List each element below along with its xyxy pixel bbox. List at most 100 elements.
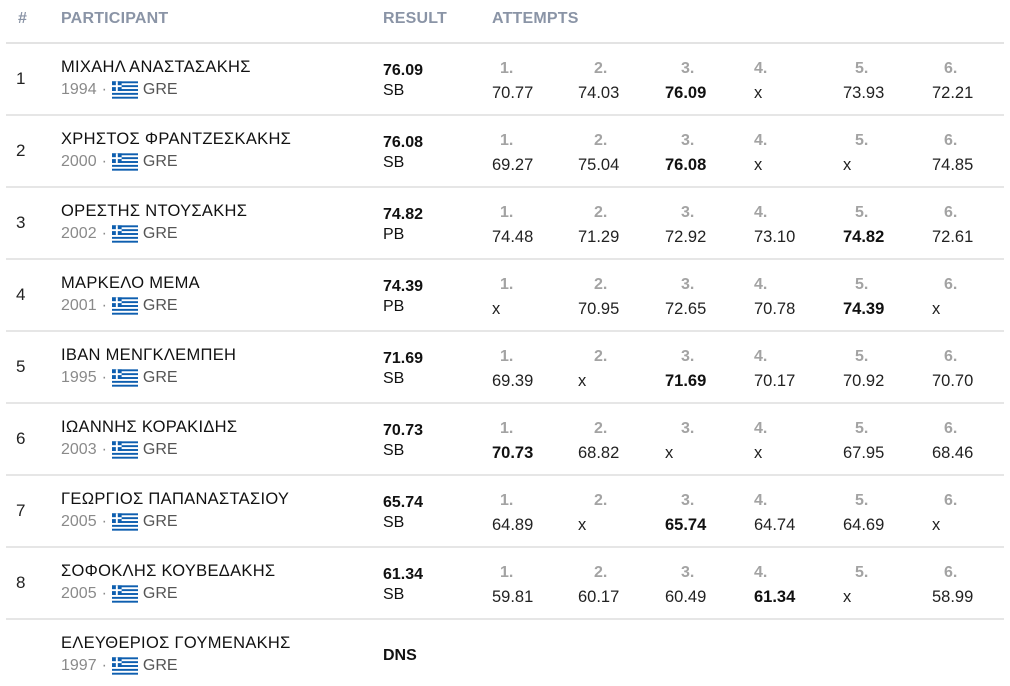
attempt-value: 58.99 [932, 588, 974, 606]
result-value: 76.09 [383, 62, 424, 79]
rank-cell: 4 [16, 285, 26, 304]
attempt-value: 70.17 [754, 372, 796, 390]
attempt-number: 5. [855, 420, 869, 437]
attempt-value: 70.78 [754, 300, 796, 318]
attempt-number: 3. [681, 204, 695, 221]
result-value: 74.82 [383, 206, 424, 223]
greece-flag-icon [111, 441, 138, 459]
attempt-number: 6. [944, 132, 958, 149]
birth-year: 2000 [61, 153, 97, 170]
attempt-value: 76.08 [665, 156, 707, 174]
rank-cell: 1 [16, 69, 26, 88]
result-note: SB [383, 442, 405, 459]
attempt-cell: 6. 58.99 [932, 548, 992, 608]
participant-name[interactable]: ΜΑΡΚΕΛΟ ΜΕΜΑ [61, 274, 200, 292]
birth-year: 2005 [61, 513, 97, 530]
participant-info: 2005 · GRE [61, 513, 178, 531]
table-row[interactable]: 8 ΣΟΦΟΚΛΗΣ ΚΟΥΒΕΔΑΚΗΣ 2005 · GRE 61.34 SB 1. 59.… [6, 548, 1004, 620]
table-row[interactable]: ΕΛΕΥΘΕΡΙΟΣ ΓΟΥΜΕΝΑΚΗΣ 1997 · GRE DNS [6, 620, 1004, 686]
attempt-value: 68.46 [932, 444, 974, 462]
participant-name[interactable]: ΣΟΦΟΚΛΗΣ ΚΟΥΒΕΔΑΚΗΣ [61, 562, 276, 580]
attempt-number: 2. [594, 492, 608, 509]
attempt-value: 70.95 [578, 300, 620, 318]
participant-name[interactable]: ΧΡΗΣΤΟΣ ΦΡΑΝΤΖΕΣΚΑΚΗΣ [61, 130, 292, 148]
attempt-number: 2. [594, 204, 608, 221]
attempt-number: 1. [500, 564, 514, 581]
attempt-number: 3. [681, 420, 695, 437]
country-code: GRE [142, 513, 178, 530]
attempt-value: x [578, 372, 587, 390]
attempt-cell: 1. 74.48 [492, 188, 552, 248]
result-note: SB [383, 586, 405, 603]
attempt-cell: 3. x [665, 404, 725, 464]
separator: · [101, 153, 107, 170]
attempt-value: x [932, 516, 941, 534]
attempt-number: 6. [944, 204, 958, 221]
attempt-number: 3. [681, 132, 695, 149]
attempt-value: 75.04 [578, 156, 620, 174]
attempt-cell: 4. x [754, 116, 814, 176]
attempt-cell: 1. 70.77 [492, 44, 552, 104]
attempt-cell: 6. 74.85 [932, 116, 992, 176]
attempt-number: 5. [855, 204, 869, 221]
header-result[interactable]: RESULT [383, 10, 448, 27]
attempt-cell: 2. x [578, 332, 638, 392]
participant-name[interactable]: ΙΒΑΝ ΜΕΝΓΚΛΕΜΠΕΗ [61, 346, 237, 364]
attempt-number: 2. [594, 420, 608, 437]
attempt-value: x [665, 444, 674, 462]
participant-name[interactable]: ΙΩΑΝΝΗΣ ΚΟΡΑΚΙΔΗΣ [61, 418, 238, 436]
country-code: GRE [142, 81, 178, 98]
attempt-cell: 3. 76.09 [665, 44, 725, 104]
participant-name[interactable]: ΓΕΩΡΓΙΟΣ ΠΑΠΑΝΑΣΤΑΣΙΟΥ [61, 490, 290, 508]
birth-year: 1997 [61, 657, 97, 674]
attempt-cell: 4. 70.17 [754, 332, 814, 392]
separator: · [101, 585, 107, 602]
attempt-number: 2. [594, 348, 608, 365]
attempt-value: 72.92 [665, 228, 707, 246]
header-participant[interactable]: PARTICIPANT [61, 10, 169, 27]
attempt-cell: 5. 74.39 [843, 260, 903, 320]
greece-flag-icon [111, 585, 138, 603]
attempt-number: 1. [500, 276, 514, 293]
attempt-cell: 1. 64.89 [492, 476, 552, 536]
table-body: 1 ΜΙΧΑΗΛ ΑΝΑΣΤΑΣΑΚΗΣ 1994 · GRE 76.09 SB 1. 70.7… [0, 44, 1010, 686]
participant-info: 1994 · GRE [61, 81, 178, 99]
result-value: 76.08 [383, 134, 424, 151]
attempt-value: x [754, 156, 763, 174]
table-row[interactable]: 5 ΙΒΑΝ ΜΕΝΓΚΛΕΜΠΕΗ 1995 · GRE 71.69 SB 1. 69.39 2… [6, 332, 1004, 404]
table-row[interactable]: 4 ΜΑΡΚΕΛΟ ΜΕΜΑ 2001 · GRE 74.39 PB 1. x 2. 70.95 3.… [6, 260, 1004, 332]
birth-year: 1994 [61, 81, 97, 98]
attempt-value: 64.89 [492, 516, 534, 534]
table-row[interactable]: 3 ΟΡΕΣΤΗΣ ΝΤΟΥΣΑΚΗΣ 2002 · GRE 74.82 PB 1. 74.48… [6, 188, 1004, 260]
rank-cell: 7 [16, 501, 26, 520]
attempt-number: 3. [681, 564, 695, 581]
table-row[interactable]: 7 ΓΕΩΡΓΙΟΣ ΠΑΠΑΝΑΣΤΑΣΙΟΥ 2005 · GRE 65.74 SB 1.… [6, 476, 1004, 548]
attempt-number: 5. [855, 132, 869, 149]
participant-name[interactable]: ΜΙΧΑΗΛ ΑΝΑΣΤΑΣΑΚΗΣ [61, 58, 251, 76]
attempt-cell: 6. 68.46 [932, 404, 992, 464]
attempt-cell: 1. 69.27 [492, 116, 552, 176]
table-row[interactable]: 2 ΧΡΗΣΤΟΣ ΦΡΑΝΤΖΕΣΚΑΚΗΣ 2000 · GRE 76.08 SB 1. 6… [6, 116, 1004, 188]
attempt-value: 73.10 [754, 228, 796, 246]
attempt-value: 71.29 [578, 228, 620, 246]
attempt-value: 73.93 [843, 84, 885, 102]
attempt-value: 64.69 [843, 516, 885, 534]
result-note: SB [383, 370, 405, 387]
attempt-value: 74.85 [932, 156, 974, 174]
separator: · [101, 225, 107, 242]
attempt-value: 72.61 [932, 228, 974, 246]
result-note: SB [383, 514, 405, 531]
table-row[interactable]: 1 ΜΙΧΑΗΛ ΑΝΑΣΤΑΣΑΚΗΣ 1994 · GRE 76.09 SB 1. 70.7… [6, 44, 1004, 116]
participant-name[interactable]: ΟΡΕΣΤΗΣ ΝΤΟΥΣΑΚΗΣ [61, 202, 248, 220]
birth-year: 1995 [61, 369, 97, 386]
attempt-number: 5. [855, 60, 869, 77]
country-code: GRE [142, 585, 178, 602]
attempt-value: 74.82 [843, 228, 885, 246]
greece-flag-icon [111, 81, 138, 99]
attempt-cell: 2. 60.17 [578, 548, 638, 608]
participant-name[interactable]: ΕΛΕΥΘΕΡΙΟΣ ΓΟΥΜΕΝΑΚΗΣ [61, 634, 291, 652]
table-row[interactable]: 6 ΙΩΑΝΝΗΣ ΚΟΡΑΚΙΔΗΣ 2003 · GRE 70.73 SB 1. 70.73… [6, 404, 1004, 476]
attempt-value: x [843, 156, 852, 174]
attempt-number: 4. [754, 204, 768, 221]
